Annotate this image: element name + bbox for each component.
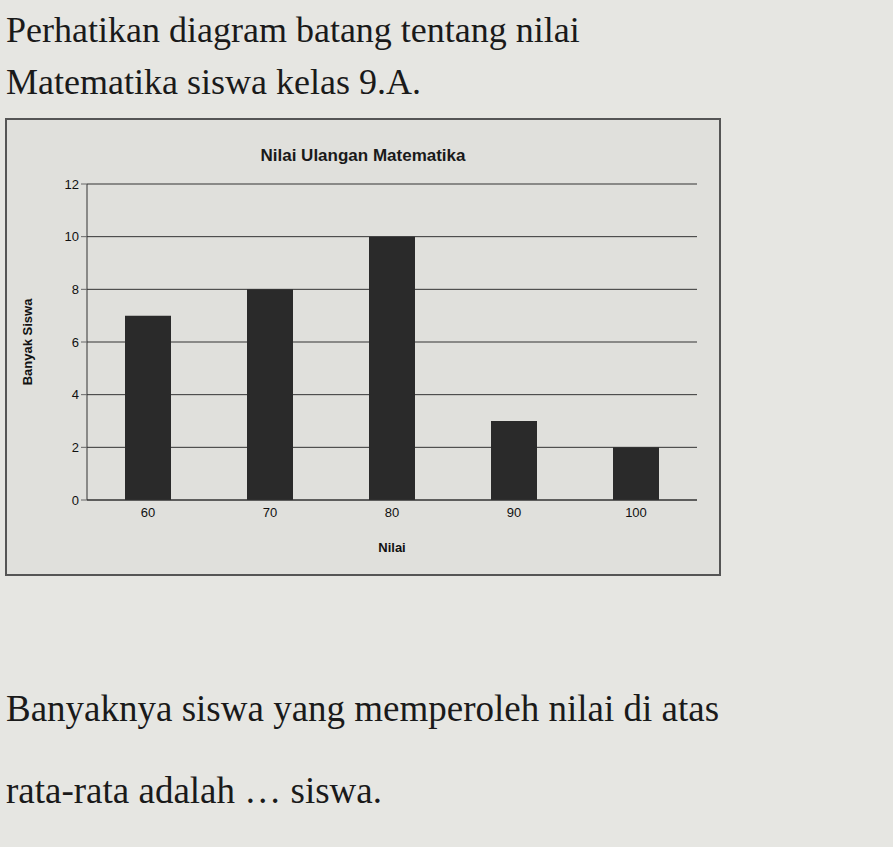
html-text:Matematika siswa kelas 9.A.: Matematika siswa kelas 9.A. bbox=[6, 62, 421, 102]
svg-text:80: 80 bbox=[385, 505, 399, 520]
svg-text:2: 2 bbox=[72, 440, 79, 455]
html-text:Banyaknya siswa yang memperole: Banyaknya siswa yang memperoleh nilai di… bbox=[6, 688, 720, 729]
svg-text:90: 90 bbox=[507, 505, 521, 520]
svg-text:Banyak Siswa: Banyak Siswa bbox=[20, 298, 35, 385]
html-text:rata-rata adalah … siswa.: rata-rata adalah … siswa. bbox=[6, 770, 382, 811]
svg-text:Nilai: Nilai bbox=[378, 540, 405, 555]
svg-text:8: 8 bbox=[72, 282, 79, 297]
svg-text:6: 6 bbox=[72, 335, 79, 350]
svg-text:100: 100 bbox=[625, 505, 647, 520]
html-text:Perhatikan diagram batang tent: Perhatikan diagram batang tentang nilai bbox=[6, 10, 580, 50]
svg-text:12: 12 bbox=[65, 177, 79, 192]
html-text:Nilai Ulangan Matematika: Nilai Ulangan Matematika bbox=[260, 146, 466, 165]
svg-text:4: 4 bbox=[72, 387, 79, 402]
svg-text:60: 60 bbox=[141, 505, 155, 520]
svg-text:70: 70 bbox=[263, 505, 277, 520]
svg-text:10: 10 bbox=[65, 229, 79, 244]
svg-text:0: 0 bbox=[72, 493, 79, 508]
